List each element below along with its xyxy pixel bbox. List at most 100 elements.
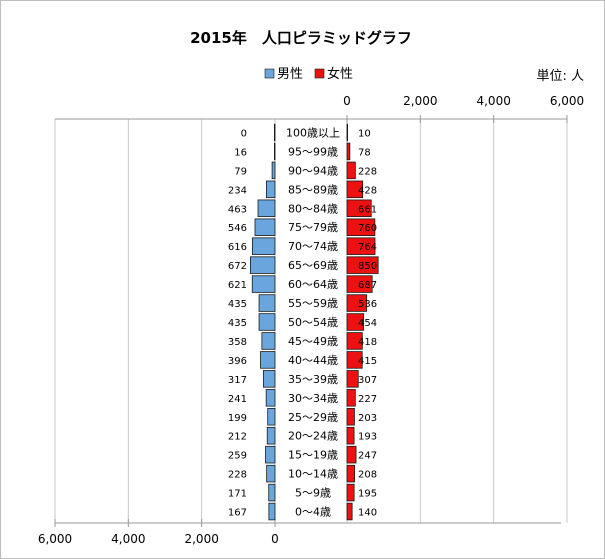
male-value-label: 435 [228, 318, 247, 329]
male-bar [273, 123, 276, 142]
female-bar [346, 464, 356, 483]
male-bar [262, 370, 276, 388]
female-bar [346, 370, 359, 388]
male-value-label: 199 [228, 413, 247, 424]
legend-label-male: 男性 [277, 67, 303, 82]
male-value-label: 463 [228, 204, 247, 215]
grid-lines [54, 119, 568, 523]
male-bar [258, 313, 276, 331]
male-bar [252, 237, 276, 255]
female-bar [346, 142, 351, 161]
category-label: 20～24歳 [288, 430, 338, 443]
female-bar [346, 275, 373, 293]
female-bar [346, 161, 356, 180]
male-value-label: 396 [228, 356, 247, 367]
male-value-label: 212 [228, 432, 247, 443]
category-label: 90～94歳 [288, 164, 338, 177]
male-value-label: 358 [228, 337, 247, 348]
category-label: 65～69歳 [288, 259, 338, 272]
top-axis: 0 2,000 4,000 6,000 [55, 94, 584, 123]
bottom-axis-tick-label: 0 [271, 532, 279, 546]
category-label: 45～49歳 [288, 335, 338, 348]
female-value-label: 195 [358, 489, 377, 500]
female-value-label: 764 [358, 242, 377, 253]
male-value-label: 241 [228, 394, 247, 405]
female-bar [346, 294, 368, 312]
bottom-axis-tick-label: 2,000 [184, 532, 218, 546]
male-value-label: 234 [228, 185, 247, 196]
male-bar [273, 142, 276, 161]
chart-title: 2015年 人口ピラミッドグラフ [190, 29, 412, 47]
female-bar [346, 180, 364, 199]
female-value-label: 193 [358, 432, 377, 443]
category-label: 95～99歳 [288, 145, 338, 158]
female-value-label: 536 [358, 299, 377, 310]
male-bar [249, 256, 276, 274]
male-bar [251, 275, 276, 293]
female-bar [346, 483, 355, 502]
female-value-label: 307 [358, 375, 377, 386]
category-label: 75～79歳 [288, 221, 338, 234]
category-label: 0～4歳 [295, 506, 331, 519]
female-bar [346, 389, 356, 407]
female-value-label: 247 [358, 451, 377, 462]
top-axis-tick-label: 4,000 [476, 94, 510, 108]
legend-swatch-male [264, 68, 275, 79]
male-bar [261, 332, 276, 350]
category-label: 40～44歳 [288, 354, 338, 367]
female-value-label: 10 [358, 128, 371, 139]
male-bar [260, 351, 276, 369]
female-bar [346, 256, 379, 274]
category-label: 60～64歳 [288, 278, 338, 291]
male-value-label: 171 [228, 489, 247, 500]
female-bar [346, 237, 376, 255]
category-label: 10～14歳 [288, 468, 338, 481]
male-value-label: 16 [234, 147, 247, 158]
top-axis-tick-label: 2,000 [403, 94, 437, 108]
male-value-label: 616 [228, 242, 247, 253]
category-label: 70～74歳 [288, 240, 338, 253]
category-label: 35～39歳 [288, 373, 338, 386]
female-value-label: 661 [358, 204, 377, 215]
male-bars [249, 123, 276, 521]
female-value-label: 454 [358, 318, 377, 329]
category-label: 55～59歳 [288, 297, 338, 310]
female-value-label: 428 [358, 185, 377, 196]
female-bars [346, 123, 379, 521]
female-bar [346, 313, 365, 331]
category-label: 100歳以上 [286, 126, 340, 139]
female-bar [346, 445, 357, 464]
male-bar [258, 294, 276, 312]
male-value-label: 672 [228, 261, 247, 272]
female-value-label: 760 [358, 223, 377, 234]
legend-swatch-female [314, 68, 325, 79]
male-bar [254, 218, 276, 236]
male-bar [268, 483, 276, 502]
male-bar [265, 445, 276, 464]
female-bar [346, 351, 363, 369]
female-value-label: 687 [358, 280, 377, 291]
category-label: 85～89歳 [288, 183, 338, 196]
unit-label: 単位: 人 [536, 68, 584, 84]
female-bar [346, 218, 376, 236]
male-bar [268, 502, 276, 521]
female-value-label: 203 [358, 413, 377, 424]
female-value-labels: 10 78 228 428 661 760 764 850 687 536 454 418 415 307… [358, 128, 377, 518]
category-label: 15～19歳 [288, 449, 338, 462]
category-label: 25～29歳 [288, 411, 338, 424]
female-value-label: 227 [358, 394, 377, 405]
male-value-label: 79 [234, 166, 247, 177]
female-value-label: 140 [358, 508, 377, 519]
male-value-labels: 0 16 79 234 463 546 616 672 621 435 435 358 396 317 24… [228, 128, 247, 518]
female-bar [346, 199, 372, 218]
female-bar [346, 332, 363, 350]
male-bar [257, 199, 276, 218]
male-value-label: 167 [228, 508, 247, 519]
male-value-label: 546 [228, 223, 247, 234]
category-label: 50～54歳 [288, 316, 338, 329]
legend-label-female: 女性 [327, 66, 353, 82]
bottom-axis: 6,000 4,000 2,000 0 [38, 519, 561, 546]
bottom-axis-tick-label: 6,000 [38, 532, 72, 546]
